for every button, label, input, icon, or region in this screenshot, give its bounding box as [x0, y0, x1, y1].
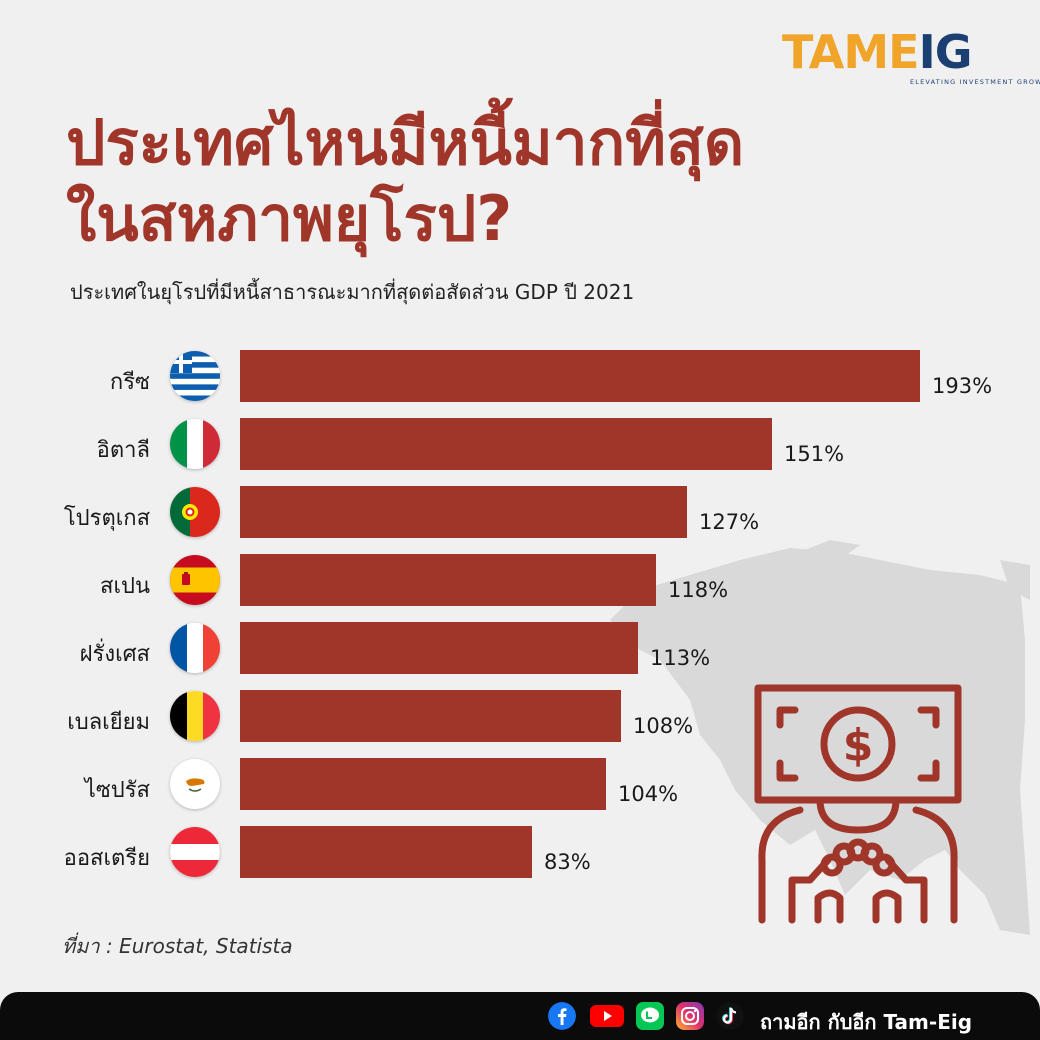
cyprus-flag-icon	[170, 759, 220, 809]
belgium-flag-icon	[170, 691, 220, 741]
greece-flag-icon	[170, 351, 220, 401]
category-label-5: เบลเยียม	[67, 710, 150, 735]
value-label-5: 108%	[633, 714, 694, 738]
facebook-icon[interactable]	[548, 1002, 576, 1030]
value-label-2: 127%	[699, 510, 760, 534]
line-icon[interactable]	[636, 1002, 664, 1030]
category-label-2: โปรตุเกส	[63, 506, 150, 531]
page-title: ประเทศไหนมีหนี้มากที่สุด ในสหภาพยุโรป?	[66, 105, 1006, 257]
instagram-icon[interactable]	[676, 1002, 704, 1030]
bar-4	[240, 622, 638, 674]
category-label-7: ออสเตรีย	[63, 846, 150, 871]
title-line-2: ในสหภาพยุโรป?	[66, 182, 513, 255]
footer-channel-name: ถามอีก กับอีก Tam-Eig	[760, 1010, 973, 1034]
category-label-0: กรีซ	[109, 370, 150, 395]
category-label-6: ไซปรัส	[84, 778, 150, 803]
debt-money-icon: $	[754, 684, 962, 924]
value-label-6: 104%	[618, 782, 679, 806]
data-source: ที่มา : Eurostat, Statista	[62, 934, 293, 958]
bar-1	[240, 418, 772, 470]
category-label-1: อิตาลี	[96, 438, 150, 463]
bar-5	[240, 690, 621, 742]
value-label-4: 113%	[650, 646, 711, 670]
logo-brand-primary: TAME	[782, 25, 920, 79]
logo-brand-secondary: IG	[918, 25, 973, 79]
youtube-icon[interactable]	[590, 1002, 624, 1030]
category-label-4: ฝรั่งเศส	[79, 642, 150, 667]
value-label-1: 151%	[784, 442, 845, 466]
tameig-logo: TAMEIG ELEVATING INVESTMENT GROWTH	[782, 25, 1040, 92]
portugal-flag-icon	[170, 487, 220, 537]
bar-6	[240, 758, 606, 810]
value-label-0: 193%	[932, 374, 993, 398]
tiktok-icon[interactable]	[716, 1002, 744, 1030]
title-line-1: ประเทศไหนมีหนี้มากที่สุด	[66, 106, 745, 179]
italy-flag-icon	[170, 419, 220, 469]
austria-flag-icon	[170, 827, 220, 877]
footer-bar	[0, 992, 1040, 1040]
value-label-3: 118%	[668, 578, 729, 602]
value-label-7: 83%	[544, 850, 591, 874]
bar-0	[240, 350, 920, 402]
svg-text:$: $	[843, 720, 874, 771]
france-flag-icon	[170, 623, 220, 673]
category-label-3: สเปน	[100, 574, 150, 599]
bar-2	[240, 486, 687, 538]
logo-tagline: ELEVATING INVESTMENT GROWTH	[910, 78, 1040, 86]
spain-flag-icon	[170, 555, 220, 605]
chart-subtitle: ประเทศในยุโรปที่มีหนี้สาธารณะมากที่สุดต่…	[70, 280, 635, 304]
bar-7	[240, 826, 532, 878]
bar-3	[240, 554, 656, 606]
